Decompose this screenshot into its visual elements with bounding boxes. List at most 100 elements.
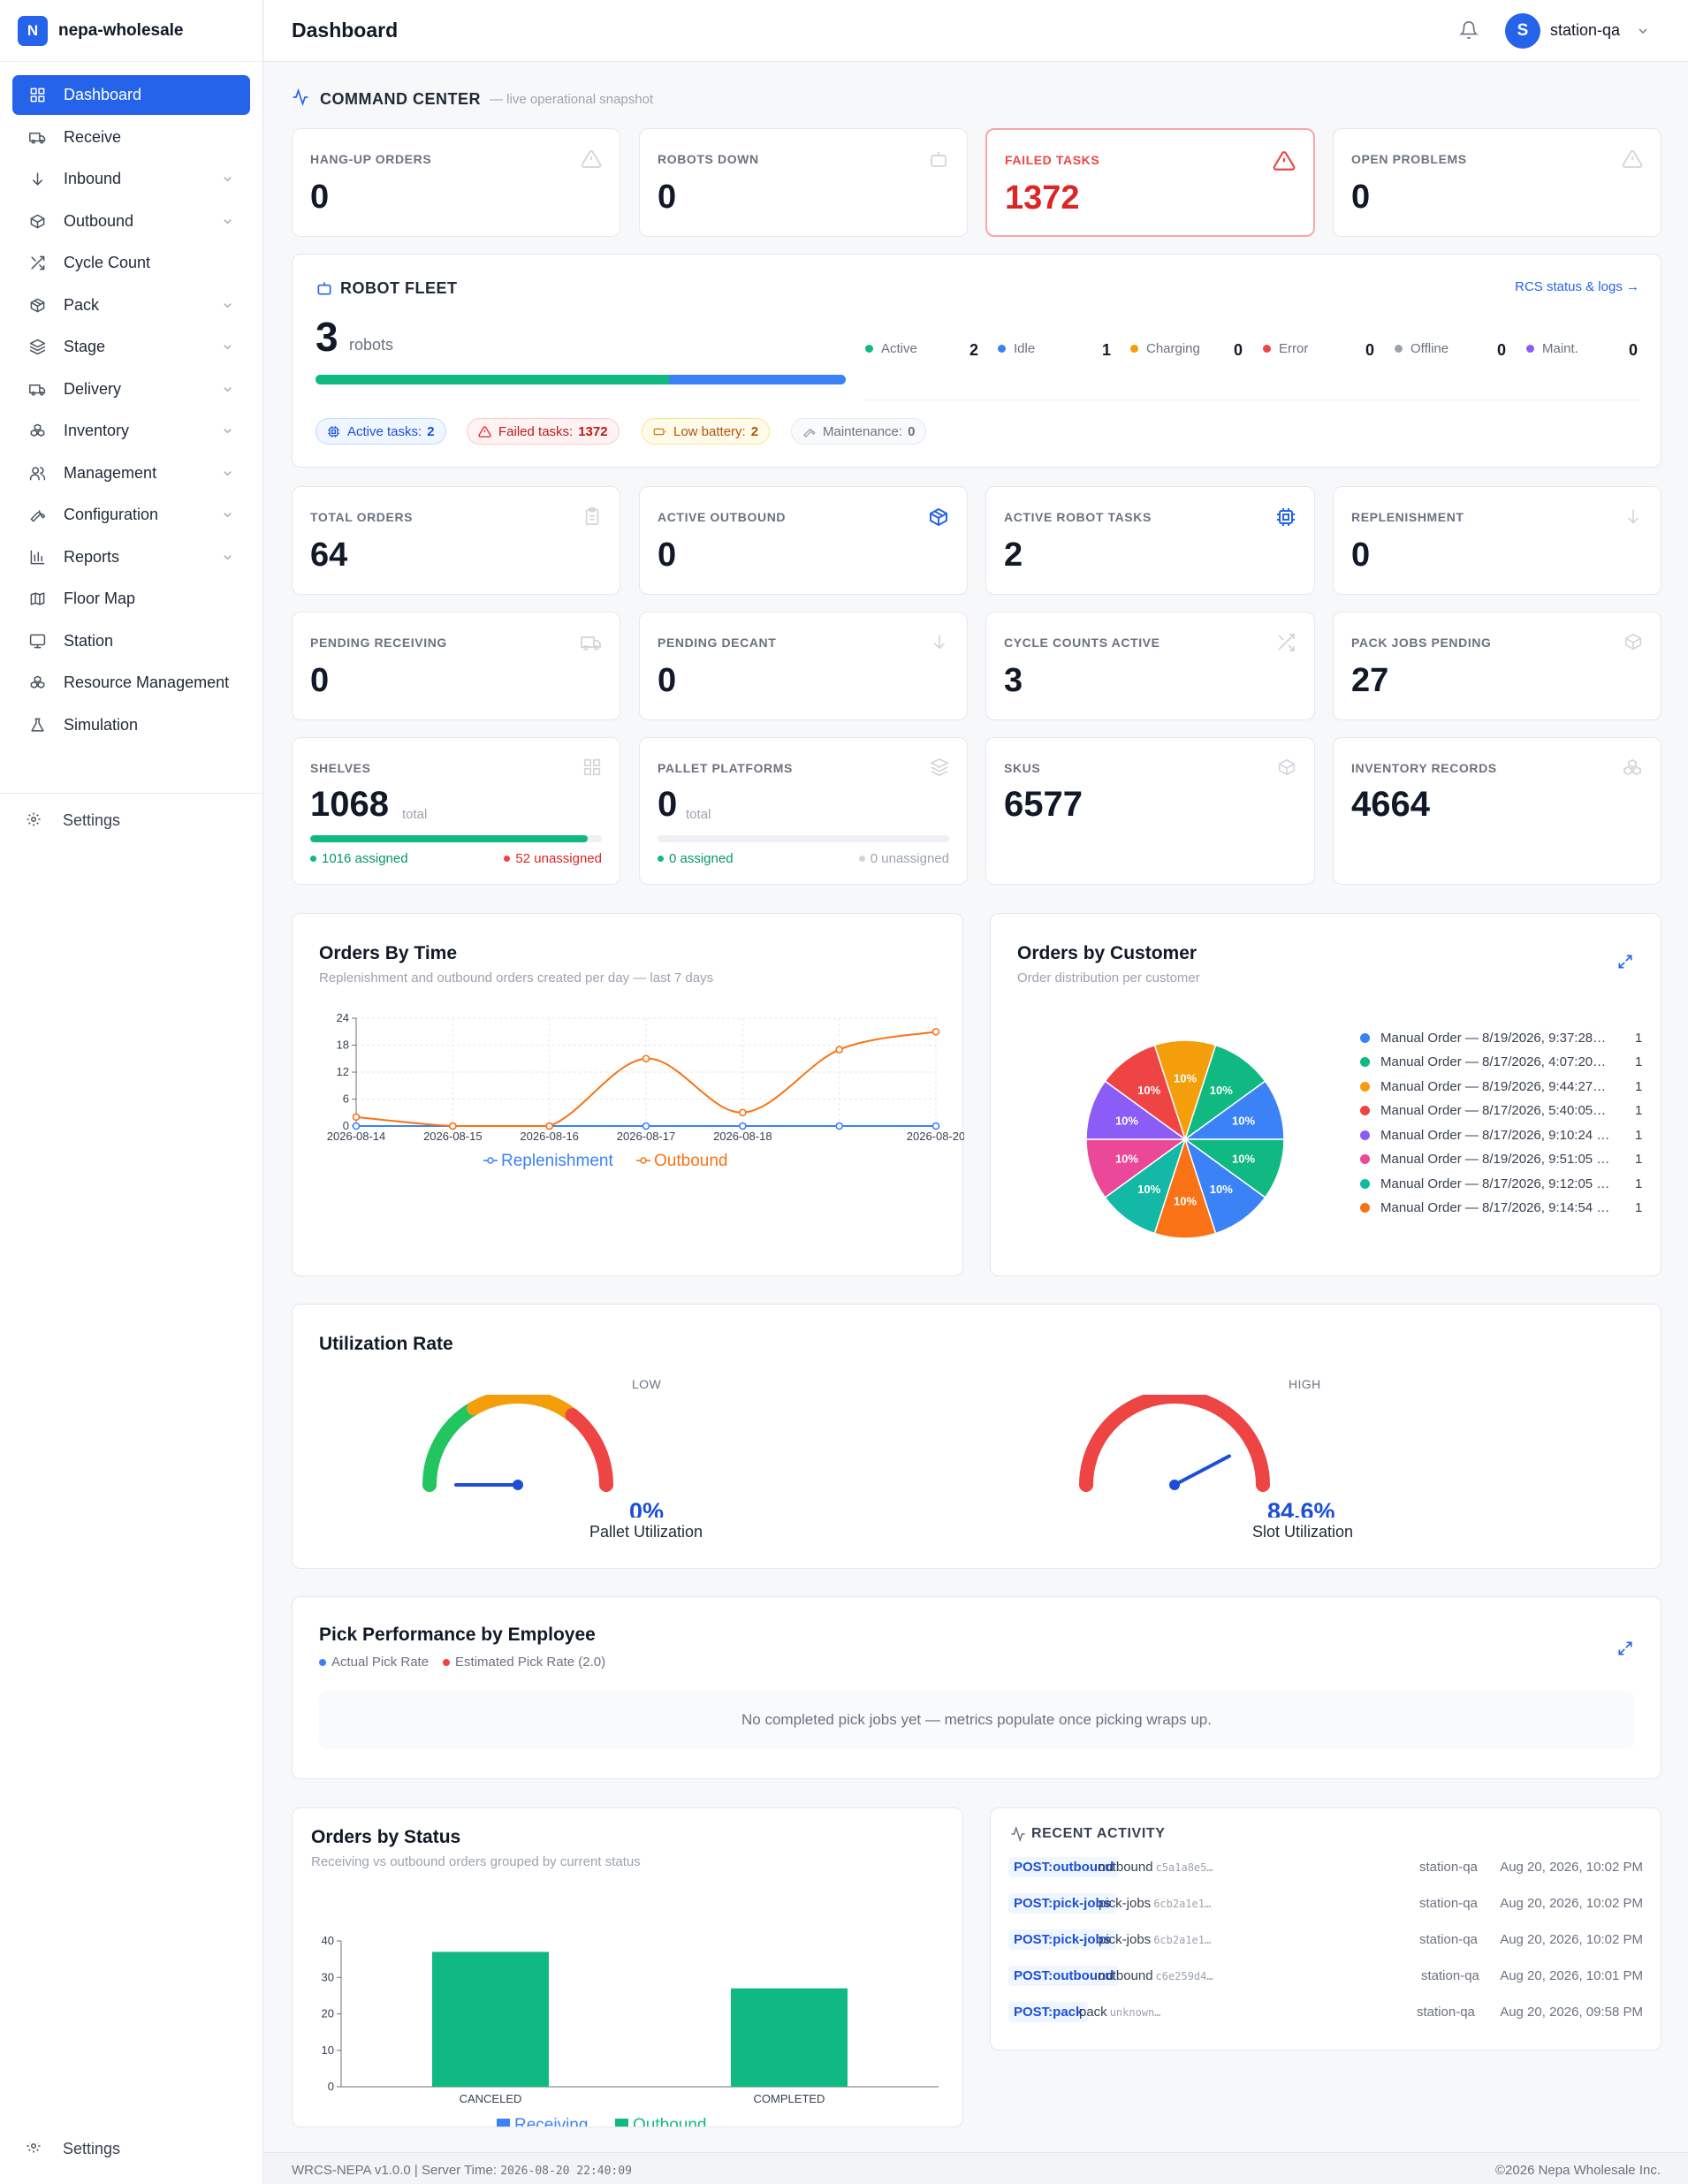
- brand[interactable]: N nepa-wholesale: [0, 0, 262, 62]
- activity-row[interactable]: POST:outbound outbound c5a1a8e5… station-qa…: [1008, 1857, 1643, 1878]
- metric-card-active-robot-tasks[interactable]: ACTIVE ROBOT TASKS 2: [985, 486, 1315, 595]
- activity-row[interactable]: POST:pack pack unknown… station-qa Aug 20, 2…: [1008, 2002, 1643, 2023]
- legend-dot: [1360, 1106, 1370, 1115]
- chip-low-battery[interactable]: Low battery: 2: [642, 418, 771, 445]
- legend-dot: [1360, 1057, 1370, 1067]
- chevron-down-icon[interactable]: [221, 298, 234, 316]
- chevron-down-icon[interactable]: [221, 550, 234, 568]
- chevron-down-icon[interactable]: [1636, 24, 1650, 42]
- chip-failed-tasks[interactable]: Failed tasks: 1372: [467, 418, 620, 445]
- sidebar-item-configuration[interactable]: Configuration: [12, 495, 250, 535]
- sidebar-item-pack[interactable]: Pack: [12, 285, 250, 325]
- bell-icon[interactable]: [1459, 20, 1479, 44]
- capacity-card-inventory-records[interactable]: INVENTORY RECORDS 4664: [1333, 737, 1661, 885]
- legend-value: 1: [1635, 1176, 1643, 1191]
- shuffle-icon: [27, 253, 48, 274]
- data-point: [931, 1027, 940, 1036]
- sidebar-item-receive[interactable]: Receive: [12, 118, 250, 157]
- pie-legend-item[interactable]: Manual Order — 8/17/2026, 9:10:24 … 1: [1360, 1126, 1642, 1144]
- activity-time: Aug 20, 2026, 10:02 PM: [1500, 1932, 1643, 1947]
- footer-version: WRCS-NEPA v1.0.0 | Server Time: 2026-08-…: [292, 2163, 632, 2178]
- activity-row[interactable]: POST:outbound outbound c6e259d4… station-qa…: [1008, 1966, 1643, 1987]
- sidebar-item-delivery[interactable]: Delivery: [12, 369, 250, 409]
- sidebar-item-settings[interactable]: Settings: [26, 811, 257, 829]
- pie-legend-item[interactable]: Manual Order — 8/19/2026, 9:44:27… 1: [1360, 1077, 1642, 1095]
- sidebar-item-stage[interactable]: Stage: [12, 327, 250, 367]
- alert-card-hangup-orders[interactable]: HANG-UP ORDERS 0: [292, 128, 620, 237]
- command-center-heading: COMMAND CENTER — live operational snapsh…: [292, 88, 653, 110]
- shelves-assignment-bar: [310, 835, 602, 842]
- alert-card-open-problems[interactable]: OPEN PROBLEMS 0: [1333, 128, 1661, 237]
- sidebar-item-label: Settings: [63, 2142, 121, 2157]
- avatar[interactable]: S: [1505, 13, 1540, 49]
- pie-legend-item[interactable]: Manual Order — 8/17/2026, 5:40:05… 1: [1360, 1102, 1642, 1120]
- activity-user: station-qa: [1419, 1860, 1478, 1875]
- chevron-down-icon[interactable]: [221, 507, 234, 526]
- chip-active-tasks[interactable]: Active tasks: 2: [316, 418, 446, 445]
- metric-card-active-outbound[interactable]: ACTIVE OUTBOUND 0: [639, 486, 968, 595]
- metric-card-total-orders[interactable]: TOTAL ORDERS 64: [292, 486, 620, 595]
- chevron-down-icon[interactable]: [221, 339, 234, 358]
- alert-card-robots-down[interactable]: ROBOTS DOWN 0: [639, 128, 968, 237]
- sidebar-item-dashboard[interactable]: Dashboard: [12, 75, 250, 115]
- chevron-down-icon[interactable]: [221, 214, 234, 232]
- rcs-status-link[interactable]: RCS status & logs →: [1515, 279, 1639, 294]
- capacity-card-shelves[interactable]: SHELVES 1068 total 1016 assigned 52 unas…: [292, 737, 620, 885]
- chevron-down-icon[interactable]: [221, 171, 234, 190]
- y-tick-label: 0: [343, 1119, 349, 1132]
- sidebar-item-resource-management[interactable]: Resource Management: [12, 663, 250, 703]
- alert-card-failed-tasks[interactable]: FAILED TASKS 1372: [985, 128, 1315, 237]
- pick-performance-card: Pick Performance by Employee Actual Pick…: [292, 1596, 1661, 1779]
- expand-icon[interactable]: [1616, 1640, 1634, 1662]
- sidebar-item-simulation[interactable]: Simulation: [12, 705, 250, 745]
- metric-card-pack-jobs[interactable]: PACK JOBS PENDING 27: [1333, 612, 1661, 720]
- sidebar-item-station[interactable]: Station: [12, 621, 250, 661]
- chip-maintenance[interactable]: Maintenance: 0: [791, 418, 927, 445]
- expand-icon[interactable]: [1616, 953, 1634, 975]
- stat-label: PACK JOBS PENDING: [1351, 635, 1492, 650]
- chevron-down-icon[interactable]: [221, 466, 234, 484]
- sidebar-item-settings-bottom[interactable]: Settings: [26, 2142, 257, 2158]
- page-title: Dashboard: [292, 19, 399, 42]
- chevron-down-icon[interactable]: [221, 382, 234, 400]
- metric-card-pending-decant[interactable]: PENDING DECANT 0: [639, 612, 968, 720]
- sidebar-item-inventory[interactable]: Inventory: [12, 411, 250, 451]
- data-point: [642, 1054, 650, 1063]
- arrow-down-icon: [930, 632, 949, 656]
- boxes-icon: [27, 421, 48, 442]
- pie-legend-item[interactable]: Manual Order — 8/17/2026, 9:12:05 … 1: [1360, 1175, 1642, 1192]
- metric-card-replenishment[interactable]: REPLENISHMENT 0: [1333, 486, 1661, 595]
- activity-row[interactable]: POST:pick-jobs pick-jobs 6cb2a1e1… station-…: [1008, 1929, 1643, 1951]
- pie-legend-item[interactable]: Manual Order — 8/17/2026, 4:07:20… 1: [1360, 1054, 1642, 1071]
- sidebar-item-management[interactable]: Management: [12, 453, 250, 493]
- fleet-count: 3: [316, 314, 338, 360]
- activity-row[interactable]: POST:pick-jobs pick-jobs 6cb2a1e1… station-…: [1008, 1893, 1643, 1914]
- gauge-caption: HIGH: [1289, 1377, 1321, 1391]
- sidebar-item-floor-map[interactable]: Floor Map: [12, 579, 250, 619]
- sidebar-item-outbound[interactable]: Outbound: [12, 202, 250, 241]
- stat-value: 6577: [1004, 785, 1083, 824]
- stat-label: REPLENISHMENT: [1351, 510, 1464, 524]
- pie-legend-item[interactable]: Manual Order — 8/17/2026, 9:14:54 … 1: [1360, 1199, 1642, 1217]
- metric-card-pending-receiving[interactable]: PENDING RECEIVING 0: [292, 612, 620, 720]
- data-point: [739, 1122, 747, 1130]
- chevron-down-icon[interactable]: [221, 423, 234, 442]
- user-name[interactable]: station-qa: [1550, 21, 1621, 39]
- sidebar-item-cycle-count[interactable]: Cycle Count: [12, 243, 250, 283]
- fleet-status-value: 0: [1629, 341, 1639, 359]
- chip-value: 0: [908, 423, 916, 439]
- warning-icon: [581, 148, 602, 174]
- gauge-label: Pallet Utilization: [589, 1523, 703, 1541]
- capacity-card-skus[interactable]: SKUS 6577: [985, 737, 1315, 885]
- bar-outbound-completed: [731, 1988, 848, 2087]
- pie-legend-item[interactable]: Manual Order — 8/19/2026, 9:37:28… 1: [1360, 1029, 1642, 1046]
- capacity-card-pallet-platforms[interactable]: PALLET PLATFORMS 0 total 0 assigned 0 un…: [639, 737, 968, 885]
- gauge-arc: [422, 1401, 481, 1492]
- activity-tag: POST:outbound: [1008, 1857, 1120, 1877]
- gauge-value: 0%: [629, 1498, 665, 1518]
- assigned-text: 0 assigned: [669, 851, 734, 866]
- pie-legend-item[interactable]: Manual Order — 8/19/2026, 9:51:05 … 1: [1360, 1151, 1642, 1168]
- sidebar-item-inbound[interactable]: Inbound: [12, 159, 250, 199]
- metric-card-cycle-counts[interactable]: CYCLE COUNTS ACTIVE 3: [985, 612, 1315, 720]
- sidebar-item-reports[interactable]: Reports: [12, 537, 250, 577]
